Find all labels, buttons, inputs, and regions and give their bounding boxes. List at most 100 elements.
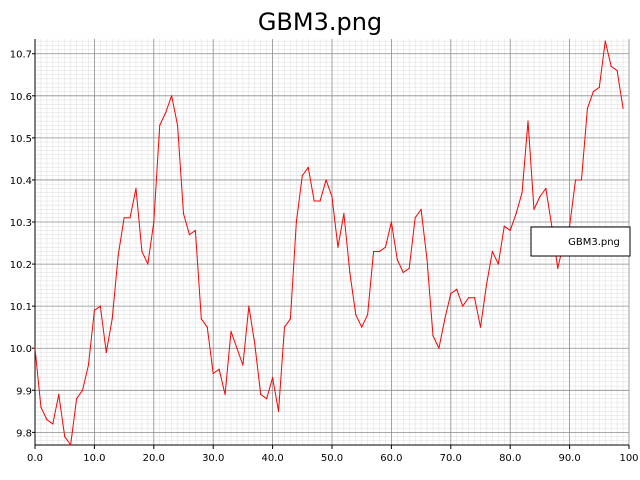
data-point	[349, 271, 351, 274]
data-point	[462, 305, 464, 307]
data-point	[295, 221, 297, 223]
x-tick-label: 0.0	[27, 453, 43, 464]
y-tick-label: 10.4	[10, 176, 32, 187]
data-point	[468, 297, 470, 299]
data-point	[182, 213, 185, 215]
data-point	[58, 393, 60, 396]
legend-label-gbm3: GBM3.png	[568, 237, 620, 248]
data-point	[70, 444, 72, 446]
x-tick-label: 20.0	[143, 453, 165, 464]
data-point	[230, 330, 232, 333]
data-point	[533, 208, 535, 210]
data-point	[426, 259, 428, 261]
data-point	[509, 229, 511, 232]
data-point	[212, 372, 214, 375]
legend: GBM3.png	[530, 226, 631, 257]
data-point	[171, 95, 173, 97]
data-point	[592, 90, 594, 93]
x-tick-label: 50.0	[321, 453, 343, 464]
x-tick-label: 90.0	[558, 453, 580, 464]
data-point	[396, 259, 398, 261]
data-point	[361, 326, 363, 328]
data-point	[604, 40, 606, 42]
data-point	[147, 263, 149, 265]
data-point	[580, 179, 583, 181]
data-point	[372, 250, 375, 253]
data-point	[307, 166, 309, 168]
data-point	[337, 246, 339, 248]
data-point	[188, 234, 191, 236]
data-point	[129, 217, 131, 219]
data-point	[438, 347, 440, 349]
tick-labels: 0.0 10.0 20.0 30.0 40.0 50.0 60.0 70.0 80.0 90.0 1…	[10, 50, 639, 464]
series-line-gbm3	[34, 40, 624, 446]
data-point	[521, 191, 523, 194]
legend-box	[530, 226, 631, 257]
data-point	[81, 389, 84, 391]
data-point	[355, 313, 357, 316]
data-point	[254, 343, 256, 345]
data-point	[93, 309, 95, 311]
data-point	[242, 364, 244, 366]
data-point	[87, 364, 90, 366]
data-point	[390, 221, 392, 223]
data-point	[574, 179, 577, 181]
data-point	[485, 284, 488, 286]
data-point	[503, 225, 505, 227]
x-tick-label: 40.0	[261, 453, 283, 464]
y-tick-label: 10.5	[10, 134, 32, 145]
y-tick-label: 10.0	[10, 344, 32, 355]
data-point	[289, 318, 292, 320]
data-point	[331, 196, 333, 198]
data-point	[165, 112, 167, 114]
data-point	[277, 410, 280, 412]
data-point	[117, 255, 119, 257]
data-point	[378, 250, 381, 253]
data-point	[99, 305, 101, 307]
data-point	[491, 250, 493, 253]
data-point	[515, 213, 517, 215]
x-tick-label: 30.0	[202, 453, 224, 464]
data-point	[75, 398, 78, 400]
data-point	[200, 318, 202, 320]
y-tick-label: 9.9	[16, 386, 32, 397]
data-point	[616, 69, 618, 72]
x-tick-label: 60.0	[380, 453, 402, 464]
data-point	[283, 326, 286, 328]
data-point	[313, 200, 315, 202]
data-point	[105, 351, 107, 354]
data-point	[479, 326, 482, 328]
data-point	[586, 107, 589, 110]
y-tick-label: 10.7	[10, 50, 32, 61]
data-point	[444, 318, 446, 320]
x-tick-label: 70.0	[440, 453, 462, 464]
data-point	[414, 217, 416, 219]
data-point	[325, 179, 327, 181]
data-point	[473, 297, 476, 299]
data-point	[159, 124, 161, 126]
data-point	[64, 435, 66, 438]
data-point	[450, 292, 452, 295]
data-point	[343, 213, 345, 215]
data-point	[266, 398, 268, 400]
data-point	[248, 305, 250, 307]
data-point	[153, 221, 155, 223]
axes	[32, 39, 630, 449]
data-point	[622, 107, 624, 110]
data-point	[545, 187, 547, 189]
data-point	[40, 406, 42, 408]
data-point	[111, 318, 113, 320]
data-point	[123, 217, 125, 219]
data-point	[527, 120, 529, 122]
data-point	[539, 196, 541, 198]
data-point	[456, 288, 458, 290]
x-tick-label: 10.0	[83, 453, 105, 464]
data-point	[52, 423, 54, 425]
y-tick-label: 10.2	[10, 260, 32, 271]
data-point	[432, 335, 434, 337]
data-point	[367, 313, 369, 316]
data-point	[610, 65, 612, 67]
y-tick-label: 10.6	[10, 92, 32, 103]
data-point	[420, 208, 422, 210]
